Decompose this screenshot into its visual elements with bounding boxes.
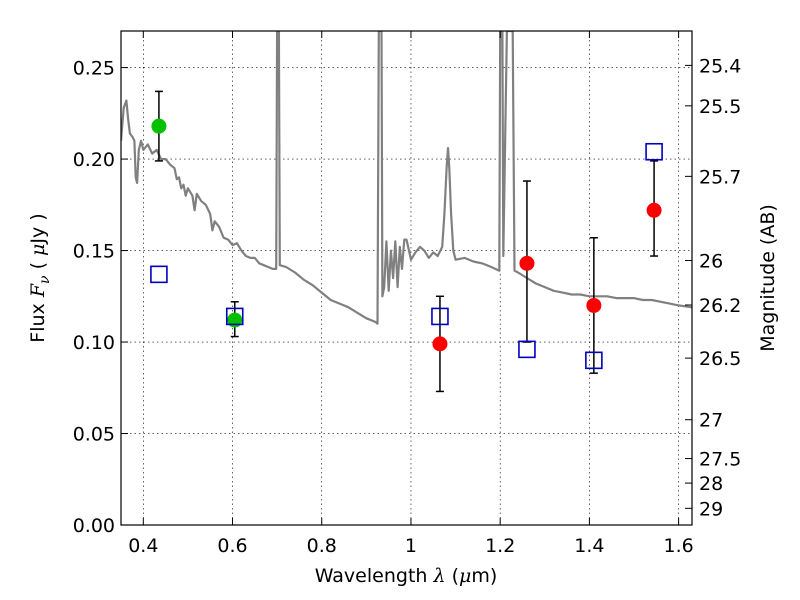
model-point — [431, 307, 449, 326]
y2-axis-label: Magnitude (AB) — [757, 204, 779, 352]
y-tick-label: 0.25 — [73, 58, 115, 80]
y-tick-label: 0.15 — [73, 241, 115, 263]
model-point — [645, 142, 663, 161]
plot-frame — [120, 30, 693, 526]
data-point — [432, 336, 448, 352]
x-axis-label: Wavelength λ (μm) — [315, 565, 498, 587]
y-tick-label: 0.00 — [73, 515, 115, 537]
y-tick-label: 0.10 — [73, 332, 115, 354]
x-tick-label: 0.6 — [217, 535, 247, 557]
model-spectrum — [121, 31, 692, 325]
x-tick-label: 0.8 — [307, 535, 337, 557]
data-point — [646, 202, 662, 218]
x-tick-label: 1.6 — [664, 535, 694, 557]
y2-tick-label: 26.2 — [699, 295, 741, 317]
spectrum-line — [121, 31, 692, 325]
x-tick-label: 1.2 — [485, 535, 515, 557]
y2-tick-label: 25.5 — [699, 96, 741, 118]
model-point — [150, 265, 168, 284]
y2-tick-label: 28 — [699, 473, 723, 495]
y-axis-label: Flux Fν ( μJy ) — [27, 213, 53, 342]
y2-tick-label: 25.7 — [699, 166, 741, 188]
y2-tick-label: 26 — [699, 251, 723, 273]
data-point — [151, 118, 167, 134]
y2-tick-label: 26.5 — [699, 348, 741, 370]
y2-tick-label: 27.5 — [699, 449, 741, 471]
y-tick-label: 0.05 — [73, 424, 115, 446]
y2-tick-label: 27 — [699, 410, 723, 432]
model-point — [518, 340, 536, 359]
y2-tick-label: 25.4 — [699, 55, 741, 77]
model-point — [585, 351, 603, 370]
ticks: 0.4 0.6 0.8 1 1.2 1.4 1.6 0.00 0.05 0.10 0.15 0.20 0… — [73, 31, 741, 557]
data-point — [519, 255, 535, 271]
x-tick-label: 0.4 — [128, 535, 158, 557]
model-point — [225, 307, 244, 326]
x-tick-label: 1 — [405, 535, 417, 557]
data-point — [227, 312, 243, 328]
x-tick-label: 1.4 — [574, 535, 604, 557]
data-point — [586, 297, 602, 313]
data-markers — [150, 118, 663, 370]
y-tick-label: 0.20 — [73, 149, 115, 171]
y2-tick-label: 29 — [699, 498, 723, 520]
